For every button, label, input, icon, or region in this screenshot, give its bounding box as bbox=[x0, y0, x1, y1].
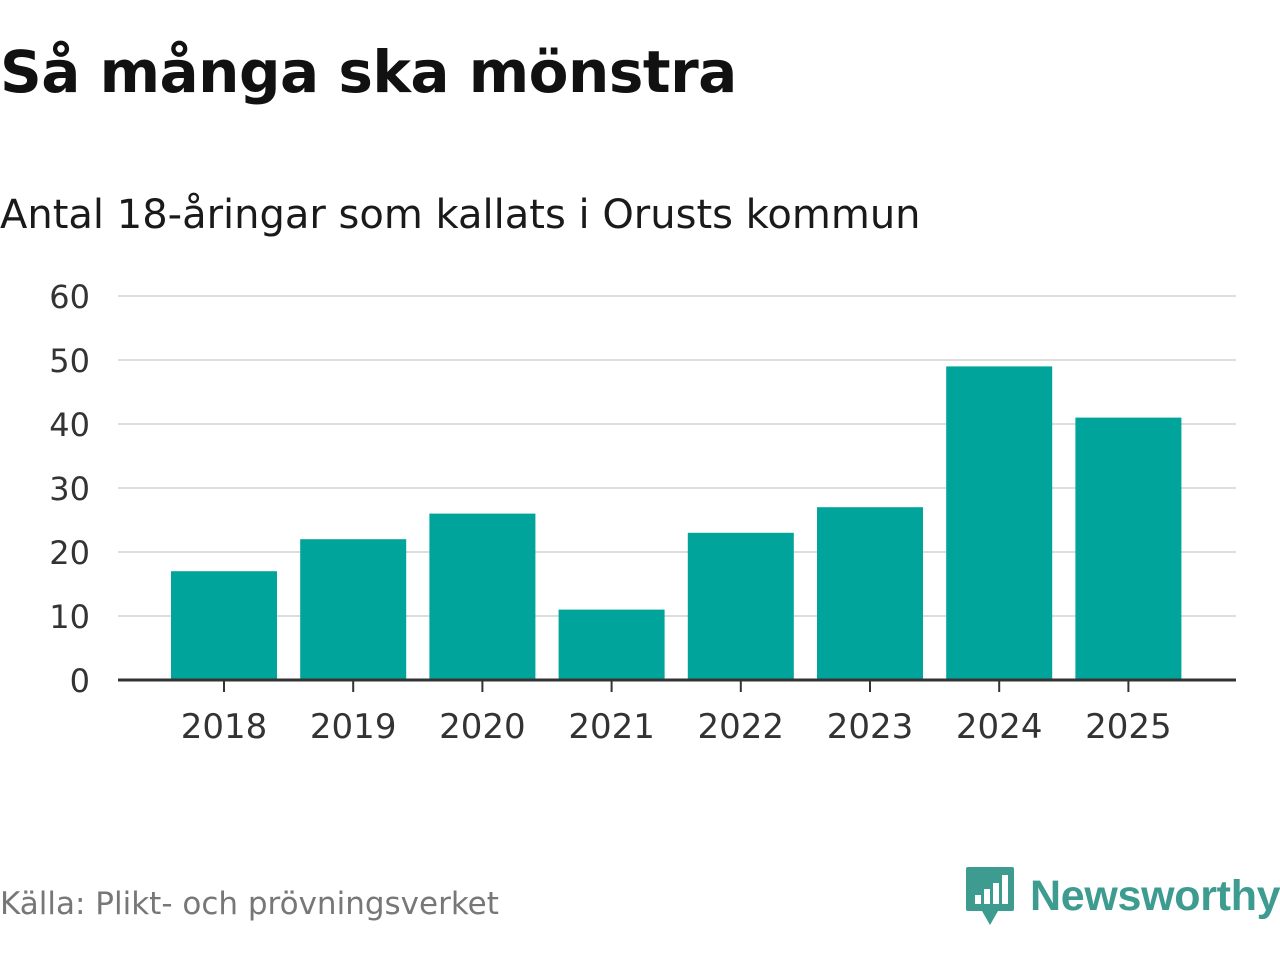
bar bbox=[817, 507, 923, 680]
bar bbox=[558, 609, 665, 680]
x-tick-label: 2023 bbox=[827, 707, 914, 747]
y-tick-label: 20 bbox=[49, 534, 90, 572]
y-tick-label: 30 bbox=[49, 470, 90, 508]
chart-title: Så många ska mönstra bbox=[0, 38, 737, 106]
brand-logo: Newsworthy bbox=[964, 864, 1280, 928]
x-tick-label: 2018 bbox=[181, 707, 268, 747]
x-tick-label: 2019 bbox=[310, 707, 397, 747]
y-tick-label: 40 bbox=[49, 406, 90, 444]
bar bbox=[946, 366, 1053, 680]
x-tick-label: 2020 bbox=[439, 707, 526, 747]
bar bbox=[171, 571, 277, 680]
x-tick-label: 2022 bbox=[698, 707, 785, 747]
bar bbox=[300, 539, 407, 680]
x-tick-label: 2025 bbox=[1085, 707, 1172, 747]
chart-subtitle: Antal 18-åringar som kallats i Orusts ko… bbox=[0, 192, 921, 238]
x-tick-label: 2021 bbox=[568, 707, 655, 747]
source-note: Källa: Plikt- och prövningsverket bbox=[0, 886, 499, 922]
bar bbox=[1075, 417, 1182, 680]
bar bbox=[687, 532, 794, 680]
y-tick-label: 0 bbox=[70, 662, 90, 700]
bar bbox=[429, 513, 536, 680]
y-tick-label: 60 bbox=[49, 278, 90, 316]
newsworthy-logo-icon bbox=[966, 867, 1014, 925]
brand-name: Newsworthy bbox=[1030, 871, 1280, 920]
y-tick-label: 10 bbox=[49, 598, 90, 636]
x-tick-label: 2024 bbox=[956, 707, 1043, 747]
y-tick-label: 50 bbox=[49, 342, 90, 380]
